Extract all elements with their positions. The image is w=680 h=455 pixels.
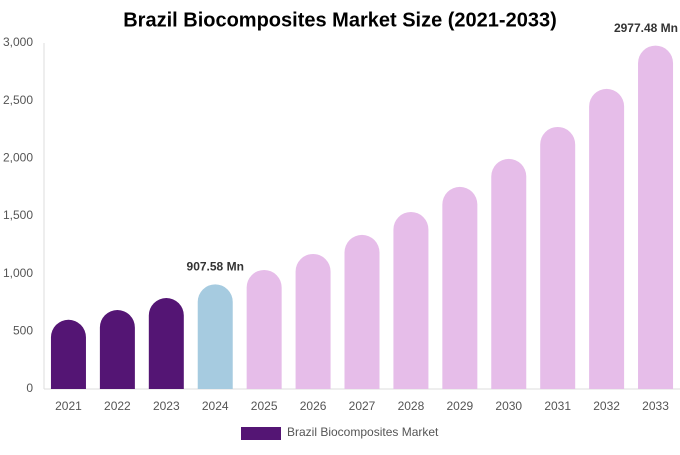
y-tick-label: 500 — [13, 324, 33, 338]
bar — [589, 88, 625, 390]
x-tick-label: 2031 — [544, 399, 571, 413]
bar — [491, 158, 527, 389]
data-label: 2977.48 Mn — [614, 21, 678, 35]
y-tick-label: 2,000 — [3, 151, 33, 165]
bar — [344, 234, 380, 389]
x-tick-label: 2030 — [495, 399, 522, 413]
chart-title: Brazil Biocomposites Market Size (2021-2… — [123, 9, 557, 31]
bar — [638, 45, 674, 390]
x-tick-label: 2023 — [153, 399, 180, 413]
y-tick-label: 2,500 — [3, 93, 33, 107]
x-tick-label: 2033 — [642, 399, 669, 413]
bar — [246, 269, 282, 389]
bar — [197, 284, 233, 389]
bar — [295, 253, 331, 389]
x-tick-label: 2026 — [300, 399, 327, 413]
bar — [442, 186, 478, 389]
y-tick-label: 1,500 — [3, 208, 33, 222]
x-tick-label: 2032 — [593, 399, 620, 413]
x-tick-label: 2028 — [398, 399, 425, 413]
y-tick-label: 1,000 — [3, 266, 33, 280]
x-tick-label: 2027 — [349, 399, 376, 413]
x-tick-label: 2022 — [104, 399, 131, 413]
bar — [50, 319, 86, 389]
bar — [99, 309, 135, 389]
bar — [393, 211, 429, 389]
legend-label: Brazil Biocomposites Market — [287, 425, 439, 439]
x-tick-label: 2024 — [202, 399, 229, 413]
x-tick-label: 2021 — [55, 399, 82, 413]
data-label: 907.58 Mn — [187, 259, 244, 273]
bar — [148, 298, 184, 389]
legend-swatch — [241, 427, 281, 440]
y-tick-label: 3,000 — [3, 35, 33, 49]
y-tick-label: 0 — [26, 381, 33, 395]
x-tick-label: 2025 — [251, 399, 278, 413]
bar — [540, 126, 576, 389]
x-tick-label: 2029 — [446, 399, 473, 413]
